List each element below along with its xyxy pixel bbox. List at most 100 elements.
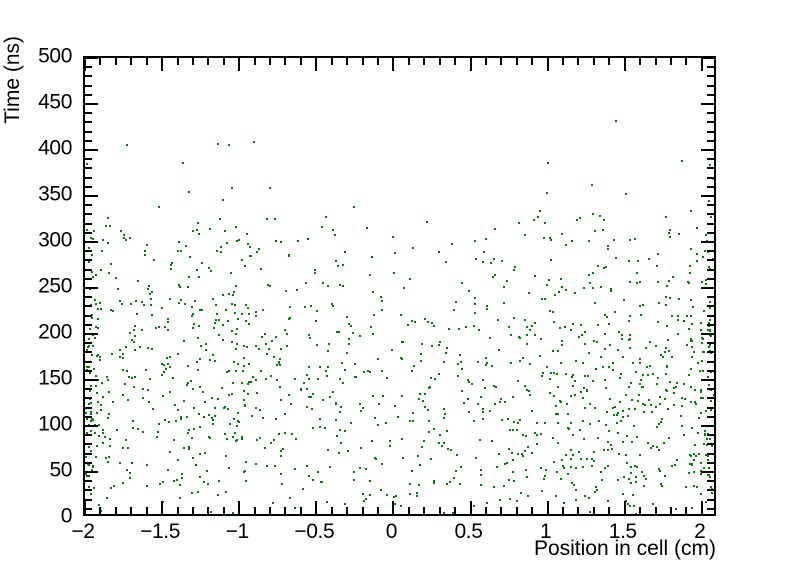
scatter-point <box>708 467 710 469</box>
scatter-point <box>268 348 270 350</box>
scatter-point <box>119 349 121 351</box>
y-axis-tick-label: 100 <box>38 412 72 436</box>
scatter-point <box>658 302 660 304</box>
scatter-point <box>482 261 484 263</box>
x-axis-tick-label: 1 <box>539 520 552 543</box>
scatter-point <box>429 386 431 388</box>
scatter-point <box>270 375 272 377</box>
scatter-point <box>233 361 235 363</box>
x-axis-minor-tick <box>562 507 565 514</box>
scatter-point <box>282 448 284 450</box>
scatter-point <box>690 401 692 403</box>
scatter-point <box>331 303 333 305</box>
scatter-point <box>385 422 387 424</box>
scatter-point <box>178 302 180 304</box>
x-axis-tick-label: 0 <box>385 520 398 543</box>
scatter-point <box>269 187 271 189</box>
scatter-point <box>521 453 523 455</box>
scatter-point <box>92 276 94 278</box>
scatter-point <box>635 513 637 514</box>
scatter-point <box>147 389 149 391</box>
scatter-point <box>714 378 716 380</box>
y-axis-minor-tick <box>707 369 714 372</box>
scatter-point <box>161 307 163 309</box>
scatter-point <box>671 356 673 358</box>
scatter-point <box>90 402 92 404</box>
scatter-point <box>217 143 219 145</box>
scatter-point <box>280 348 282 350</box>
scatter-point <box>583 387 585 389</box>
scatter-point <box>389 440 391 442</box>
scatter-point <box>267 284 269 286</box>
scatter-point <box>183 400 185 402</box>
scatter-point <box>144 254 146 256</box>
scatter-point <box>321 481 323 483</box>
scatter-point <box>395 495 397 497</box>
scatter-point <box>543 478 545 480</box>
y-axis-minor-tick <box>85 75 92 78</box>
scatter-point <box>196 269 198 271</box>
scatter-point <box>665 373 667 375</box>
scatter-point <box>566 403 568 405</box>
scatter-point <box>131 462 133 464</box>
scatter-point <box>687 281 689 283</box>
x-axis-minor-tick <box>346 507 349 514</box>
scatter-point <box>647 442 649 444</box>
scatter-point <box>582 397 584 399</box>
y-axis-minor-tick <box>707 314 714 317</box>
scatter-point <box>629 315 631 317</box>
scatter-point <box>217 398 219 400</box>
scatter-point <box>374 457 376 459</box>
scatter-point <box>280 455 282 457</box>
scatter-point <box>242 370 244 372</box>
scatter-point <box>400 357 402 359</box>
scatter-point <box>422 400 424 402</box>
y-axis-minor-tick <box>85 314 92 317</box>
y-axis-major-tick <box>701 149 714 151</box>
scatter-point <box>652 503 654 505</box>
scatter-point <box>243 399 245 401</box>
scatter-point <box>91 354 93 356</box>
scatter-point <box>591 184 593 186</box>
scatter-point <box>233 291 235 293</box>
scatter-point <box>97 308 99 310</box>
scatter-point <box>501 419 503 421</box>
scatter-point <box>610 290 612 292</box>
scatter-point <box>339 429 341 431</box>
scatter-point <box>88 338 90 340</box>
scatter-point <box>326 501 328 503</box>
scatter-point <box>560 278 562 280</box>
scatter-point <box>690 338 692 340</box>
scatter-point <box>243 357 245 359</box>
scatter-point <box>665 296 667 298</box>
x-axis-minor-tick <box>484 507 487 514</box>
x-axis-minor-tick <box>130 58 133 65</box>
scatter-point <box>129 477 131 479</box>
scatter-point <box>389 445 391 447</box>
scatter-point <box>147 347 149 349</box>
scatter-point <box>707 459 709 461</box>
scatter-point <box>199 426 201 428</box>
scatter-point <box>561 233 563 235</box>
scatter-point <box>381 300 383 302</box>
scatter-point <box>173 439 175 441</box>
scatter-point <box>183 340 185 342</box>
scatter-point <box>180 416 182 418</box>
scatter-point <box>339 411 341 413</box>
scatter-point <box>261 336 263 338</box>
scatter-point <box>307 238 309 240</box>
scatter-point <box>224 433 226 435</box>
scatter-point <box>377 424 379 426</box>
scatter-point <box>354 376 356 378</box>
scatter-point <box>235 333 237 335</box>
scatter-point <box>524 450 526 452</box>
scatter-point <box>247 243 249 245</box>
scatter-point <box>393 272 395 274</box>
scatter-point <box>699 370 701 372</box>
y-axis-minor-tick <box>707 185 714 188</box>
scatter-point <box>702 397 704 399</box>
scatter-point <box>642 403 644 405</box>
scatter-point <box>706 438 708 440</box>
scatter-point <box>522 455 524 457</box>
scatter-point <box>217 494 219 496</box>
